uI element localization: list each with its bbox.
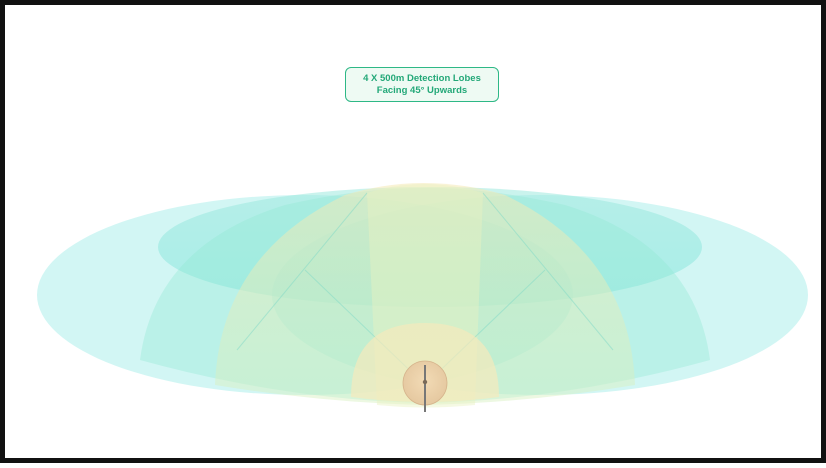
annotation-callout: 4 X 500m Detection Lobes Facing 45° Upwa… [345, 67, 499, 102]
sensor-head [422, 379, 428, 385]
callout-line-2: Facing 45° Upwards [376, 84, 468, 96]
callout-line-1: 4 X 500m Detection Lobes [363, 72, 481, 84]
detection-dome [215, 183, 635, 405]
lobe-edge-lines [236, 192, 614, 386]
detection-lobes-diagram [37, 183, 808, 412]
